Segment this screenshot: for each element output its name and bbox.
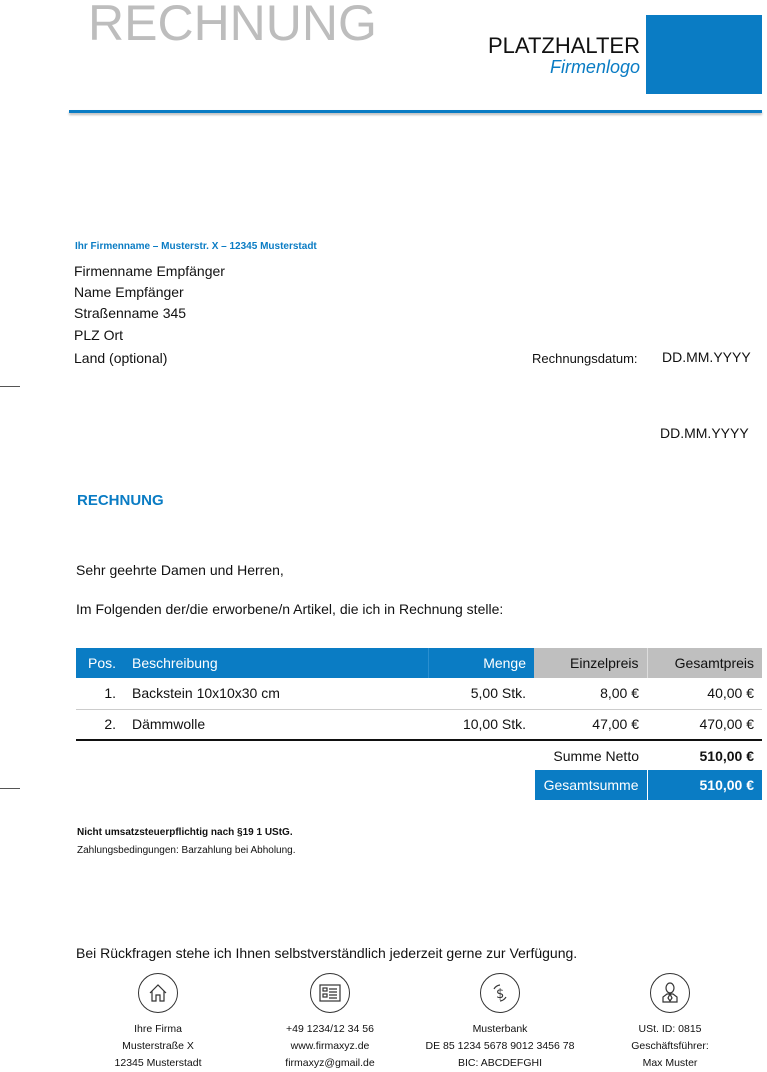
cell-pos: 1.	[76, 678, 124, 710]
logo-text: PLATZHALTER	[488, 33, 640, 58]
footer-line: +49 1234/12 34 56	[286, 1023, 374, 1035]
cell-description: Dämmwolle	[124, 709, 428, 741]
recipient-name: Name Empfänger	[74, 284, 184, 300]
sender-line: Ihr Firmenname – Musterstr. X – 12345 Mu…	[75, 241, 317, 252]
footer-line: Geschäftsführer:	[631, 1040, 709, 1052]
footer-bank: $ Musterbank DE 85 1234 5678 9012 3456 7…	[400, 973, 600, 1072]
table-row: 1. Backstein 10x10x30 cm 5,00 Stk. 8,00 …	[76, 678, 762, 710]
footer-contact: +49 1234/12 34 56 www.firmaxyz.de firmax…	[230, 973, 430, 1072]
payment-terms: Zahlungsbedingungen: Barzahlung bei Abho…	[77, 845, 296, 856]
net-sum-row: Summe Netto 510,00 €	[76, 740, 762, 770]
closing-text: Bei Rückfragen stehe ich Ihnen selbstver…	[76, 945, 578, 961]
cell-total-price: 470,00 €	[647, 709, 762, 741]
footer-line: 12345 Musterstadt	[114, 1057, 202, 1069]
header-pos: Pos.	[76, 648, 124, 678]
footer-line: Max Muster	[642, 1057, 698, 1069]
table-header: Pos. Beschreibung Menge Einzelpreis Gesa…	[76, 648, 762, 678]
footer-line: Musterbank	[472, 1023, 528, 1035]
salutation: Sehr geehrte Damen und Herren,	[76, 562, 284, 578]
dollar-exchange-icon: $	[480, 973, 520, 1013]
header-quantity: Menge	[428, 648, 534, 678]
date-label: Rechnungsdatum:	[532, 351, 638, 366]
footer-tax: USt. ID: 0815 Geschäftsführer: Max Muste…	[570, 973, 767, 1072]
cell-quantity: 10,00 Stk.	[428, 709, 534, 741]
footer-line: DE 85 1234 5678 9012 3456 78	[425, 1040, 575, 1052]
footer-line: firmaxyz@gmail.de	[285, 1057, 375, 1069]
footer-line: Ihre Firma	[134, 1023, 182, 1035]
fold-mark	[0, 386, 20, 387]
recipient-city: PLZ Ort	[74, 327, 124, 343]
intro-text: Im Folgenden der/die erworbene/n Artikel…	[76, 601, 504, 617]
invoice-table: Pos. Beschreibung Menge Einzelpreis Gesa…	[76, 648, 762, 800]
fold-mark	[0, 788, 20, 789]
footer-line: www.firmaxyz.de	[290, 1040, 370, 1052]
cell-total-price: 40,00 €	[647, 678, 762, 710]
house-icon	[138, 973, 178, 1013]
recipient-street: Straßenname 345	[74, 305, 187, 321]
logo-placeholder	[646, 15, 762, 94]
header-total-price: Gesamtpreis	[646, 648, 762, 678]
net-sum-value: 510,00 €	[699, 747, 755, 764]
footer-line: USt. ID: 0815	[638, 1023, 702, 1035]
cell-pos: 2.	[76, 709, 124, 741]
net-sum-label: Summe Netto	[553, 747, 639, 764]
subject: RECHNUNG	[77, 492, 164, 509]
header-description: Beschreibung	[124, 648, 429, 678]
header-divider	[69, 110, 762, 113]
total-label: Gesamtsumme	[533, 770, 647, 800]
footer-line: Musterstraße X	[122, 1040, 194, 1052]
recipient-company: Firmenname Empfänger	[74, 263, 225, 279]
footer-company: Ihre Firma Musterstraße X 12345 Musterst…	[58, 973, 258, 1072]
invoice-date: DD.MM.YYYY	[662, 349, 751, 365]
cell-quantity: 5,00 Stk.	[428, 678, 534, 710]
secondary-date: DD.MM.YYYY	[660, 425, 749, 441]
cell-description: Backstein 10x10x30 cm	[124, 678, 428, 710]
footer-line: BIC: ABCDEFGHI	[457, 1057, 542, 1069]
cell-unit-price: 47,00 €	[534, 709, 647, 741]
contact-card-icon	[310, 973, 350, 1013]
recipient-country: Land (optional)	[74, 350, 168, 366]
document-title: RECHNUNG	[88, 0, 377, 51]
cell-unit-price: 8,00 €	[534, 678, 647, 710]
total-row: Gesamtsumme 510,00 €	[76, 770, 762, 800]
table-row: 2. Dämmwolle 10,00 Stk. 47,00 € 470,00 €	[76, 709, 762, 741]
logo-subtext: Firmenlogo	[549, 57, 640, 77]
person-icon	[650, 973, 690, 1013]
svg-text:$: $	[496, 987, 504, 1002]
header-unit-price: Einzelpreis	[534, 648, 647, 678]
total-value: 510,00 €	[646, 770, 762, 800]
tax-note: Nicht umsatzsteuerpflichtig nach §19 1 U…	[77, 827, 293, 838]
